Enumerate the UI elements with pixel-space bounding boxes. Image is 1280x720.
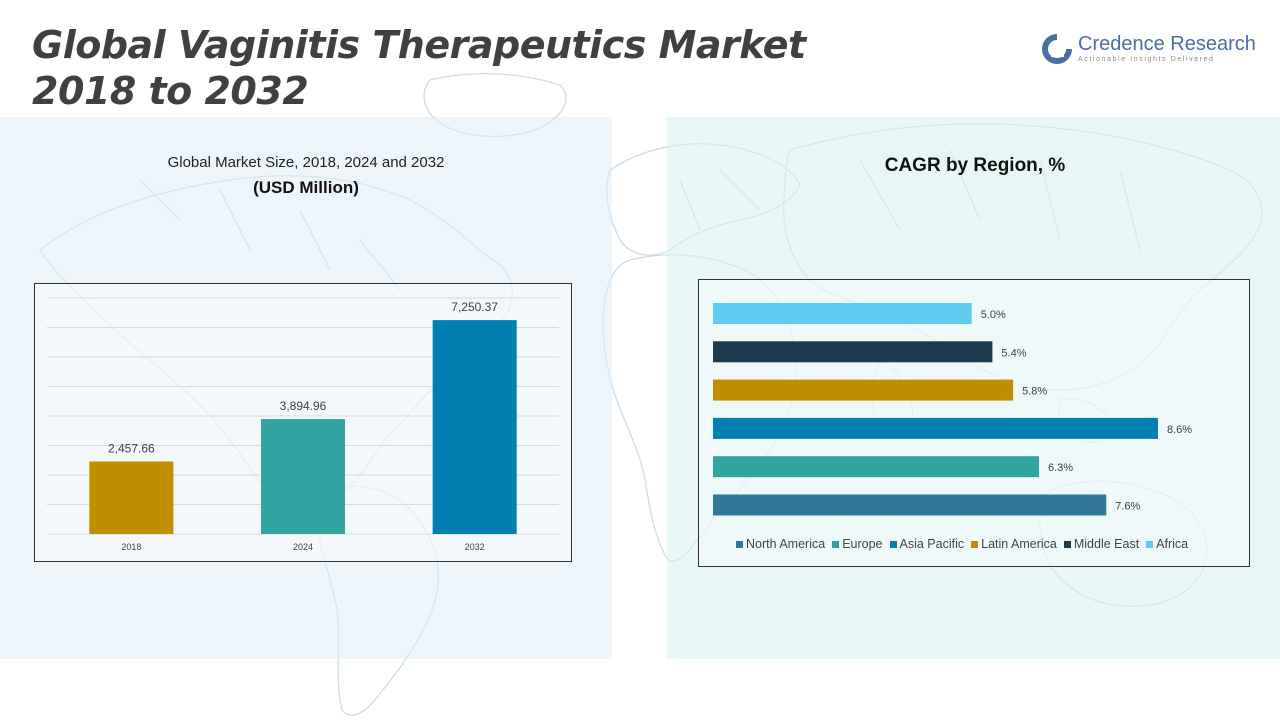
market-size-chart-unit: (USD Million) bbox=[253, 178, 359, 197]
legend-label: North America bbox=[746, 537, 826, 551]
cagr-chart-title: CAGR by Region, % bbox=[884, 155, 1066, 176]
hbar-latin-america bbox=[713, 379, 1014, 401]
bar-value-label: 2,457.66 bbox=[108, 441, 155, 455]
market-size-chart: 2,457.66 2018 3,894.96 2024 7,250.37 2032 bbox=[34, 283, 572, 562]
hbar-africa bbox=[713, 303, 972, 324]
hbar-value-label: 6.3% bbox=[1048, 462, 1073, 474]
x-tick-label: 2018 bbox=[121, 542, 141, 552]
bar-value-label: 7,250.37 bbox=[451, 300, 498, 314]
bar-value-label: 3,894.96 bbox=[280, 399, 327, 413]
cagr-chart-svg: 7.6% 6.3% 8.6% 5.8% 5.4% 5.0% bbox=[713, 303, 1192, 516]
hbar-value-label: 5.0% bbox=[981, 309, 1006, 321]
legend-item: Latin America bbox=[971, 537, 1057, 551]
title-line-2: 2018 to 2032 bbox=[32, 69, 309, 113]
legend-item: Asia Pacific bbox=[889, 537, 965, 551]
hbar-value-label: 7.6% bbox=[1115, 501, 1140, 513]
bar-2024 bbox=[261, 419, 345, 534]
legend-swatch bbox=[889, 540, 897, 548]
hbar-middle-east bbox=[713, 341, 993, 363]
legend-swatch bbox=[736, 540, 743, 548]
x-tick-label: 2024 bbox=[293, 542, 313, 552]
legend-item: Europe bbox=[832, 537, 883, 551]
legend-label: Europe bbox=[842, 537, 883, 551]
bar-2032 bbox=[432, 320, 517, 534]
legend-label: Latin America bbox=[981, 537, 1057, 551]
legend-swatch bbox=[971, 540, 979, 548]
logo-name: Credence Research bbox=[1078, 33, 1256, 55]
credence-research-logo: Credence Research Actionable Insights De… bbox=[1040, 32, 1260, 68]
legend-item: Africa bbox=[1146, 537, 1188, 551]
legend-item: Middle East bbox=[1063, 537, 1140, 551]
legend-swatch bbox=[1063, 540, 1071, 548]
legend-label: Middle East bbox=[1073, 537, 1140, 551]
cagr-chart: 7.6% 6.3% 8.6% 5.8% 5.4% 5.0% bbox=[698, 279, 1250, 567]
legend-label: Africa bbox=[1156, 537, 1189, 551]
hbar-value-label: 5.4% bbox=[1001, 347, 1026, 359]
legend-swatch bbox=[832, 540, 840, 548]
page-title: Global Vaginitis Therapeutics Market 201… bbox=[32, 22, 806, 114]
hbar-north-america bbox=[713, 494, 1107, 516]
logo-icon bbox=[1042, 34, 1072, 64]
logo-tagline: Actionable Insights Delivered bbox=[1078, 56, 1215, 63]
bar-2018 bbox=[89, 461, 174, 534]
hbar-europe bbox=[713, 456, 1039, 478]
hbar-asia-pacific bbox=[713, 417, 1158, 439]
hbar-value-label: 5.8% bbox=[1022, 386, 1047, 398]
legend-swatch bbox=[1146, 540, 1154, 548]
legend-item: North America bbox=[736, 537, 825, 551]
cagr-chart-legend: North America Europe Asia Pacific Latin Ame… bbox=[736, 537, 1226, 551]
market-size-chart-svg: 2,457.66 2018 3,894.96 2024 7,250.37 2032 bbox=[47, 297, 559, 552]
title-line-1: Global Vaginitis Therapeutics Market bbox=[32, 23, 806, 67]
market-size-chart-title: Global Market Size, 2018, 2024 and 2032 bbox=[167, 154, 445, 171]
legend-label: Asia Pacific bbox=[899, 537, 965, 551]
hbar-value-label: 8.6% bbox=[1167, 424, 1192, 436]
x-tick-label: 2032 bbox=[465, 542, 485, 552]
